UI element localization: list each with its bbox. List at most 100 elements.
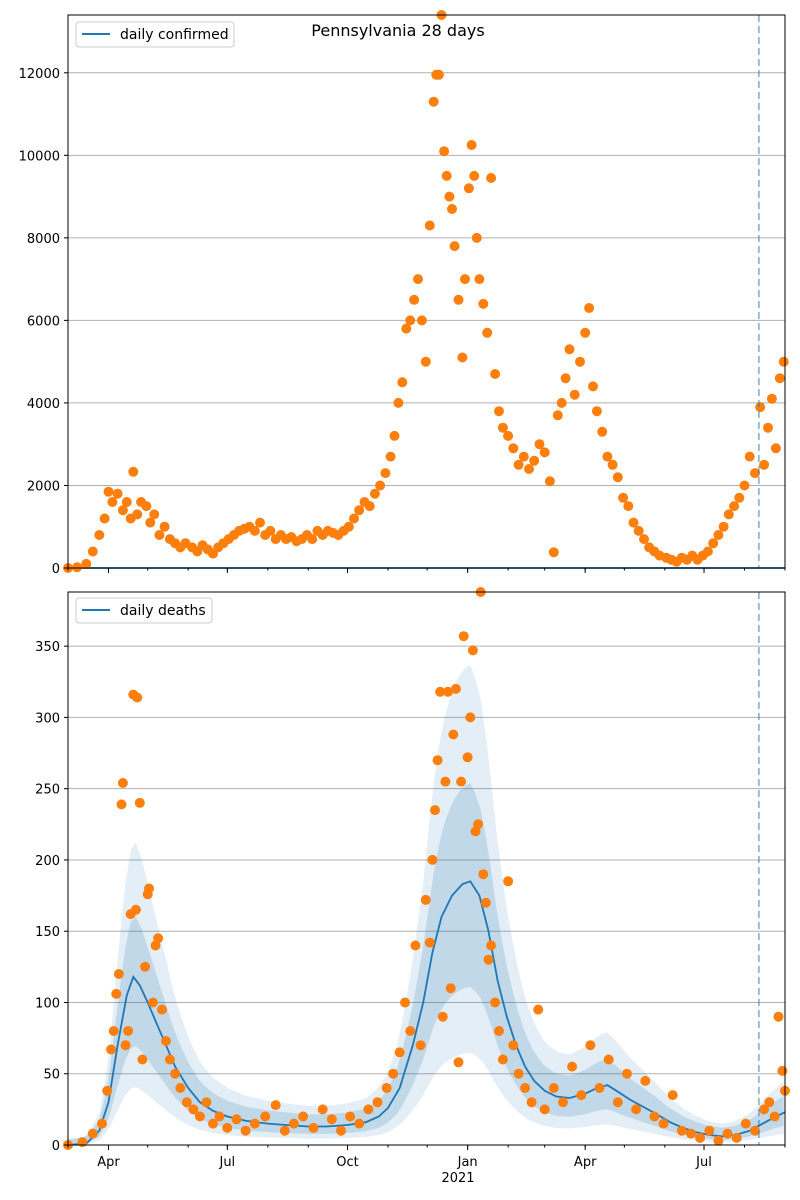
deaths-observed-point [432,755,443,766]
deaths-observed-point [147,997,158,1008]
deaths-observed-point [520,1083,531,1093]
confirmed-observed-point [413,274,423,285]
confirmed-observed-point [584,303,595,313]
deaths-observed-point [161,1036,171,1046]
confirmed-observed-point [141,501,152,512]
confirmed-y-tick-label: 8000 [27,232,60,247]
x-tick-label: Jan [457,1155,478,1170]
confirmed-observed-point [255,517,265,528]
deaths-observed-point [326,1114,337,1125]
deaths-observed-point [130,904,141,915]
deaths-observed-point [533,1004,544,1015]
confirmed-y-tick-label: 0 [52,562,60,577]
deaths-observed-point [372,1097,383,1108]
confirmed-observed-point [380,468,391,479]
deaths-y-axis: 0 50 100 150 200 250 300 350 [35,640,68,1154]
confirmed-legend-box [75,21,235,48]
confirmed-observed-point [420,356,431,367]
deaths-observed-point [695,1132,706,1143]
confirmed-observed-point [602,451,613,462]
deaths-observed-point [208,1118,218,1129]
confirmed-observed-point [349,513,359,524]
deaths-observed-point [486,940,497,951]
confirmed-observed-point [759,459,770,470]
deaths-observed-point [240,1125,251,1136]
confirmed-observed-point [457,352,468,363]
deaths-observed-point [548,1083,559,1093]
x-tick-label: Apr [97,1155,120,1170]
x-axis-year-label: 2021 [441,1171,474,1186]
deaths-observed-point [603,1054,614,1065]
deaths-observed-point [194,1111,205,1122]
deaths-y-tick-label: 300 [35,711,60,726]
confirmed-observed-point [132,509,143,520]
confirmed-observed-point [564,344,575,355]
deaths-observed-point [508,1040,519,1051]
deaths-observed-point [764,1097,775,1108]
deaths-observed-point [111,988,122,999]
confirmed-observed-point [453,294,464,305]
confirmed-observed-point [482,327,493,338]
confirmed-observed-point [513,459,524,470]
deaths-observed-point [87,1128,98,1139]
deaths-observed-point [363,1104,374,1115]
deaths-observed-point [631,1104,642,1115]
deaths-observed-point [456,776,467,787]
deaths-observed-point [123,1026,134,1036]
confirmed-observed-point [307,534,318,545]
confirmed-observed-point [469,170,480,181]
deaths-observed-point [585,1040,596,1051]
confirmed-observed-point [397,377,408,388]
confirmed-observed-point [766,393,777,404]
deaths-observed-point [539,1104,550,1115]
deaths-observed-point [465,712,476,723]
deaths-observed-point [558,1097,568,1108]
confirmed-observed-point [145,517,156,528]
deaths-y-tick-label: 200 [35,854,60,869]
deaths-observed-point [430,805,440,816]
deaths-observed-point [108,1026,119,1036]
confirmed-observed-point [428,96,439,107]
confirmed-observed-point [474,274,485,285]
confirmed-observed-point [508,443,519,454]
confirmed-observed-point [405,315,416,326]
deaths-observed-point [164,1054,175,1065]
confirmed-observed-point [552,410,563,421]
deaths-y-tick-label: 150 [35,925,60,940]
confirmed-legend-label: daily confirmed [120,27,229,43]
confirmed-observed-point [597,426,608,437]
confirmed-y-tick-label: 10000 [19,149,60,164]
deaths-observed-point [658,1118,669,1129]
deaths-observed-point [490,997,501,1008]
confirmed-observed-point [128,466,139,477]
deaths-observed-point [134,797,145,808]
deaths-observed-point [704,1125,715,1136]
deaths-observed-point [483,954,494,965]
confirmed-observed-point [497,422,508,433]
deaths-uncertainty-band [68,783,784,1145]
deaths-observed-point [437,1011,448,1022]
confirmed-observed-point [94,530,105,540]
confirmed-observed-point [490,369,501,379]
confirmed-observed-point [449,241,460,252]
confirmed-observed-point [375,480,386,491]
confirmed-y-tick-label: 12000 [19,67,60,82]
deaths-observed-point [345,1111,356,1122]
confirmed-observed-point [364,501,375,512]
confirmed-observed-point [612,472,623,483]
confirmed-observed-point [87,546,98,557]
deaths-observed-point [759,1104,770,1115]
deaths-observed-point [400,997,410,1008]
deaths-observed-point [750,1125,760,1136]
deaths-observed-point [388,1068,399,1079]
deaths-observed-point [777,1065,788,1076]
deaths-observed-point [222,1122,233,1133]
deaths-observed-point [140,961,151,972]
confirmed-observed-point [393,397,404,408]
deaths-observed-point [120,1040,131,1051]
deaths-observed-point [478,869,489,880]
deaths-observed-point [473,819,484,830]
confirmed-observed-point [718,521,729,532]
confirmed-observed-point [539,447,550,458]
confirmed-observed-point [575,356,585,367]
